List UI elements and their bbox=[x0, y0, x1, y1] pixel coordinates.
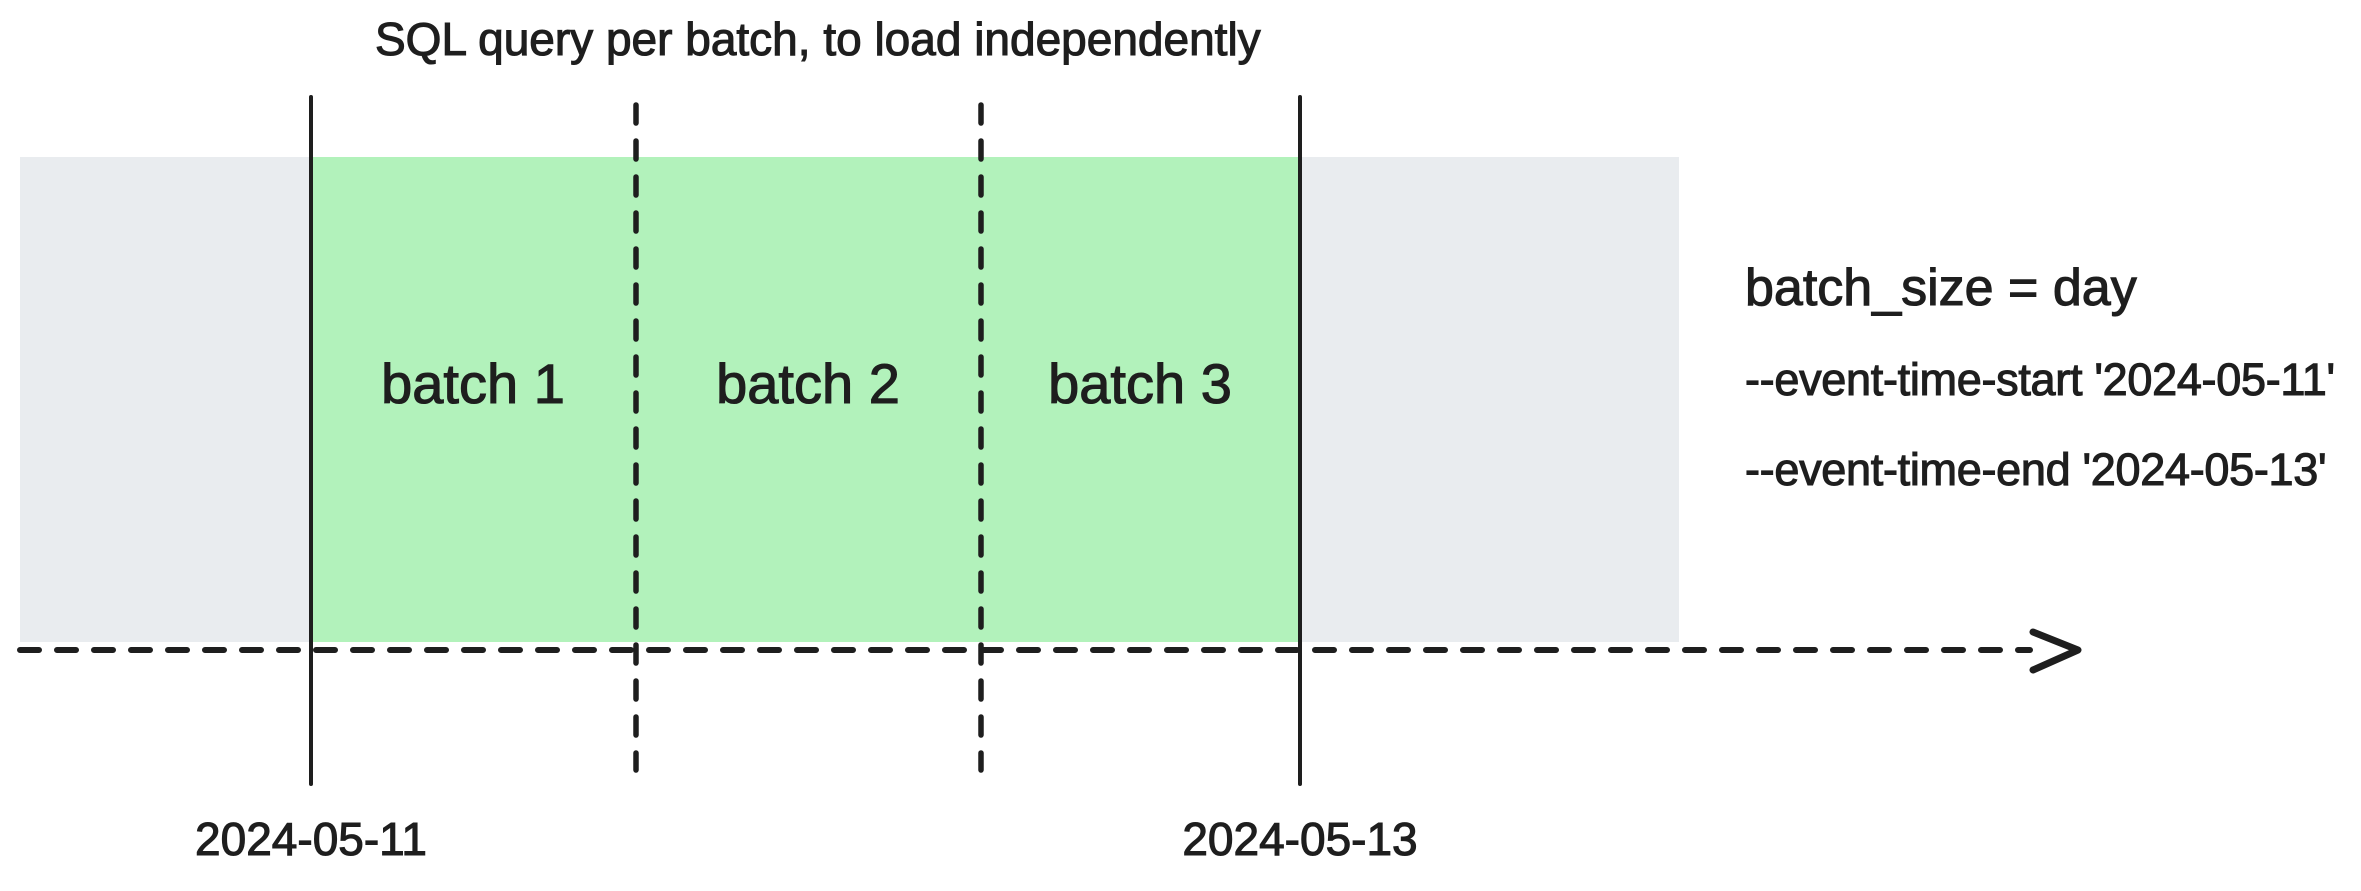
svg-text:batch 3: batch 3 bbox=[1048, 352, 1232, 415]
svg-text:2024-05-11: 2024-05-11 bbox=[195, 813, 427, 865]
svg-text:batch 1: batch 1 bbox=[381, 352, 565, 415]
svg-text:SQL query per batch, to load i: SQL query per batch, to load independent… bbox=[375, 13, 1261, 65]
svg-text:--event-time-start '2024-05-11: --event-time-start '2024-05-11' bbox=[1745, 354, 2335, 405]
svg-text:2024-05-13: 2024-05-13 bbox=[1182, 813, 1417, 865]
svg-text:batch_size = day: batch_size = day bbox=[1745, 259, 2137, 317]
svg-text:batch 2: batch 2 bbox=[716, 352, 900, 415]
svg-text:--event-time-end '2024-05-13': --event-time-end '2024-05-13' bbox=[1745, 444, 2326, 495]
